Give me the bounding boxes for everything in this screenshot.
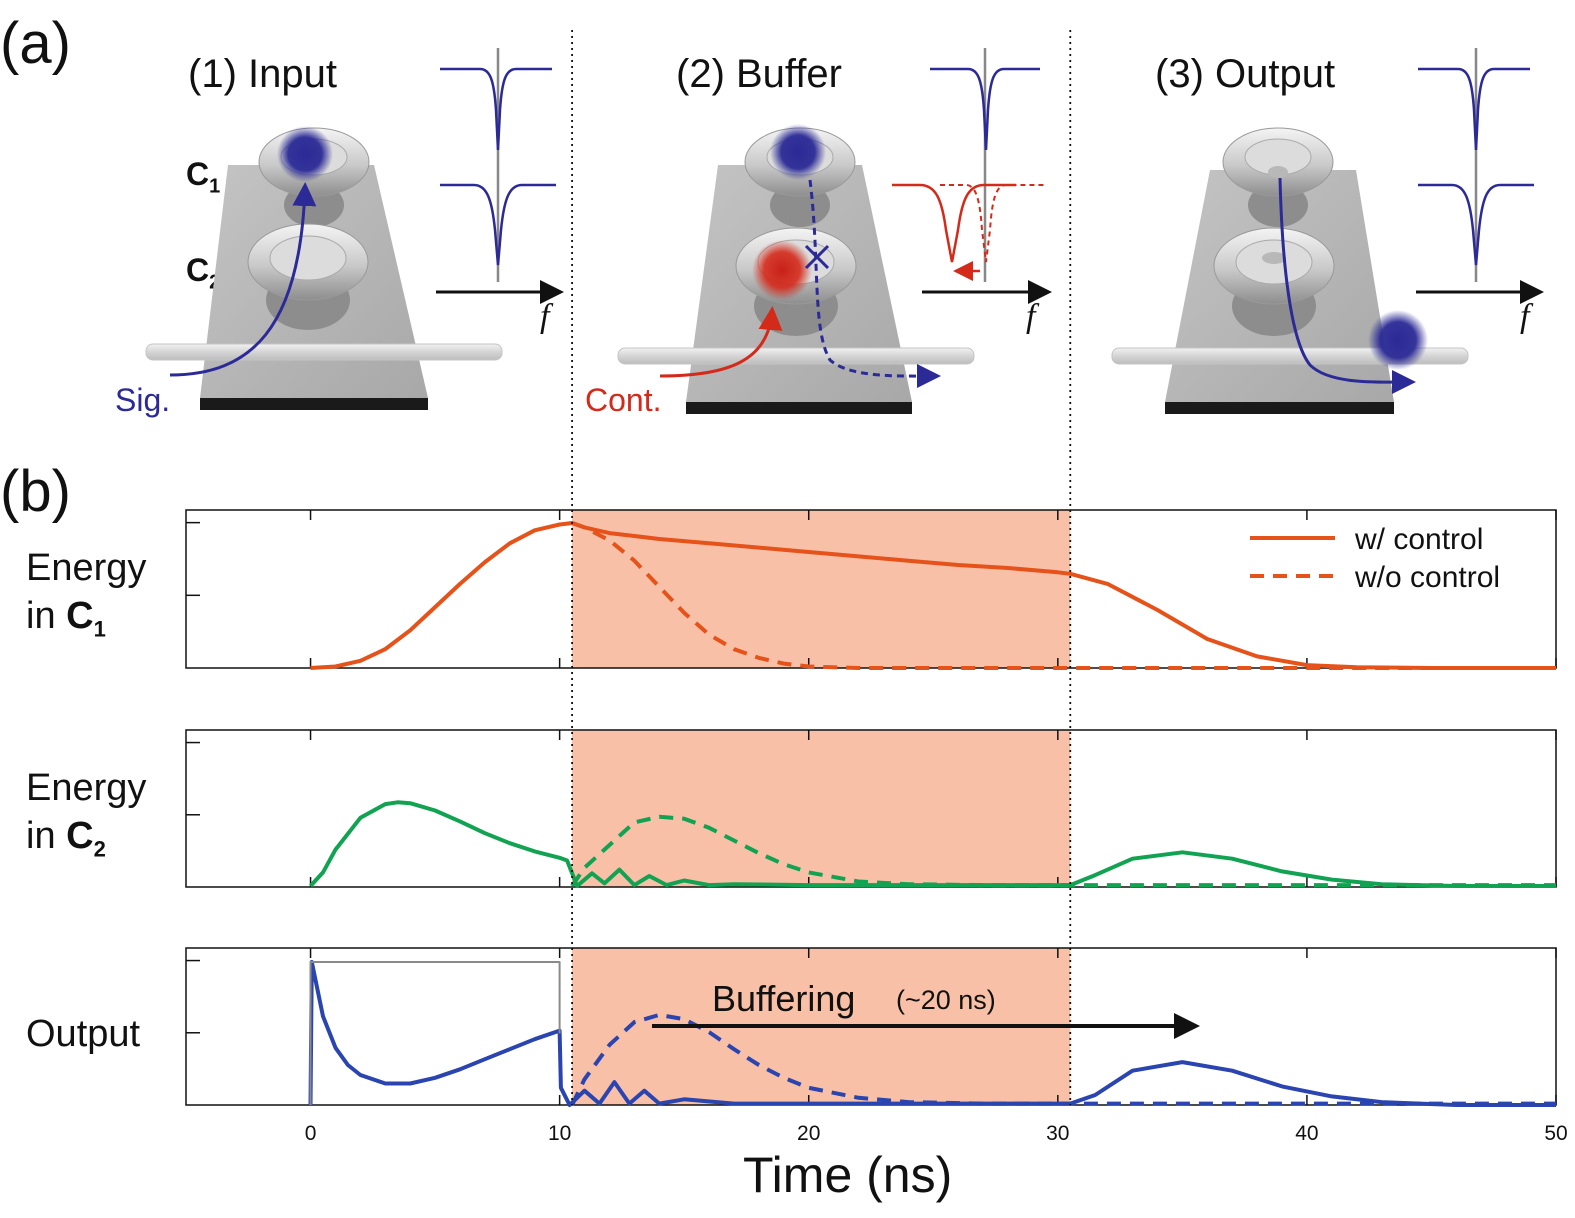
buffer-window-shade	[572, 730, 1071, 887]
panel-a-label: (a)	[0, 11, 71, 76]
control-arrow	[659, 306, 783, 378]
buffer-window-shade	[572, 510, 1071, 668]
resonance-c2	[1418, 183, 1534, 266]
output-w-o-control-trace	[570, 1012, 1556, 1106]
cavity-post	[1262, 252, 1286, 264]
device-input	[145, 126, 503, 410]
cavity-post	[1268, 166, 1288, 178]
output-pulse	[1368, 310, 1428, 370]
spectrum-buffer	[892, 48, 1052, 304]
legend-solid-label: w/ control	[1354, 523, 1483, 556]
signal-pulse	[770, 124, 826, 180]
resonance-c2	[440, 183, 556, 266]
spectrum-input	[436, 48, 564, 304]
freq-label-1: f	[540, 298, 550, 335]
device-output	[1111, 127, 1469, 414]
buffering-duration: (~20 ns)	[896, 985, 996, 1015]
ylabel-c2: Energy in C2	[26, 767, 147, 862]
signal-pulse	[277, 126, 333, 182]
signal-label: Sig.	[115, 382, 171, 418]
shifted-resonance	[892, 183, 1016, 263]
output-w-control-trace	[308, 960, 1556, 1107]
waveguide	[617, 347, 975, 365]
resonance-c1	[440, 67, 552, 151]
x-tick-label: 0	[305, 1122, 317, 1145]
cavity-c2-inner	[269, 235, 347, 281]
energy-in-c1-w-o-control-trace	[571, 521, 1556, 670]
stage-title-buffer: (2) Buffer	[676, 52, 842, 96]
input-pulse-trace	[309, 961, 561, 1105]
legend: w/ control w/o control	[1250, 523, 1500, 594]
buffering-arrowhead	[1174, 1013, 1200, 1039]
legend-dashed-label: w/o control	[1354, 561, 1500, 594]
x-tick-label: 30	[1046, 1122, 1069, 1145]
waveguide	[145, 343, 503, 361]
x-tick-label: 10	[548, 1122, 571, 1145]
control-label: Cont.	[585, 382, 662, 418]
spectrum-output	[1416, 48, 1544, 304]
resonance-c1	[930, 67, 1040, 151]
signal-arrow	[169, 182, 317, 377]
energy-in-c2-w-control-trace	[309, 800, 1556, 888]
cross-icon	[804, 244, 830, 270]
x-axis-title: Time (ns)	[743, 1147, 953, 1203]
buffering-label: Buffering	[712, 978, 855, 1019]
freq-label-2: f	[1026, 298, 1036, 335]
buffering-annotation: Buffering (~20 ns)	[652, 978, 1200, 1039]
original-resonance	[940, 184, 1046, 263]
output-arrow	[1278, 177, 1416, 395]
x-tick-label: 50	[1544, 1122, 1567, 1145]
stage-title-output: (3) Output	[1155, 52, 1336, 96]
x-tick-label: 20	[797, 1122, 820, 1145]
cavity-c1-label: C1	[186, 156, 221, 198]
panel-b-label: (b)	[0, 459, 71, 524]
device-base	[200, 398, 428, 410]
blocked-path-arrow	[808, 179, 941, 389]
freq-label-3: f	[1520, 298, 1530, 335]
device-base	[1165, 402, 1394, 414]
control-pulse	[752, 240, 812, 300]
stage-title-input: (1) Input	[188, 52, 337, 96]
resonance-c1	[1418, 67, 1530, 151]
device-buffer	[617, 124, 975, 414]
x-tick-label: 40	[1295, 1122, 1318, 1145]
ylabel-c1: Energy in C1	[26, 547, 147, 642]
device-base	[686, 402, 912, 414]
energy-in-c2-w-o-control-trace	[570, 814, 1556, 888]
ylabel-output: Output	[26, 1013, 141, 1055]
energy-in-c1-w-control-trace	[310, 521, 1556, 670]
